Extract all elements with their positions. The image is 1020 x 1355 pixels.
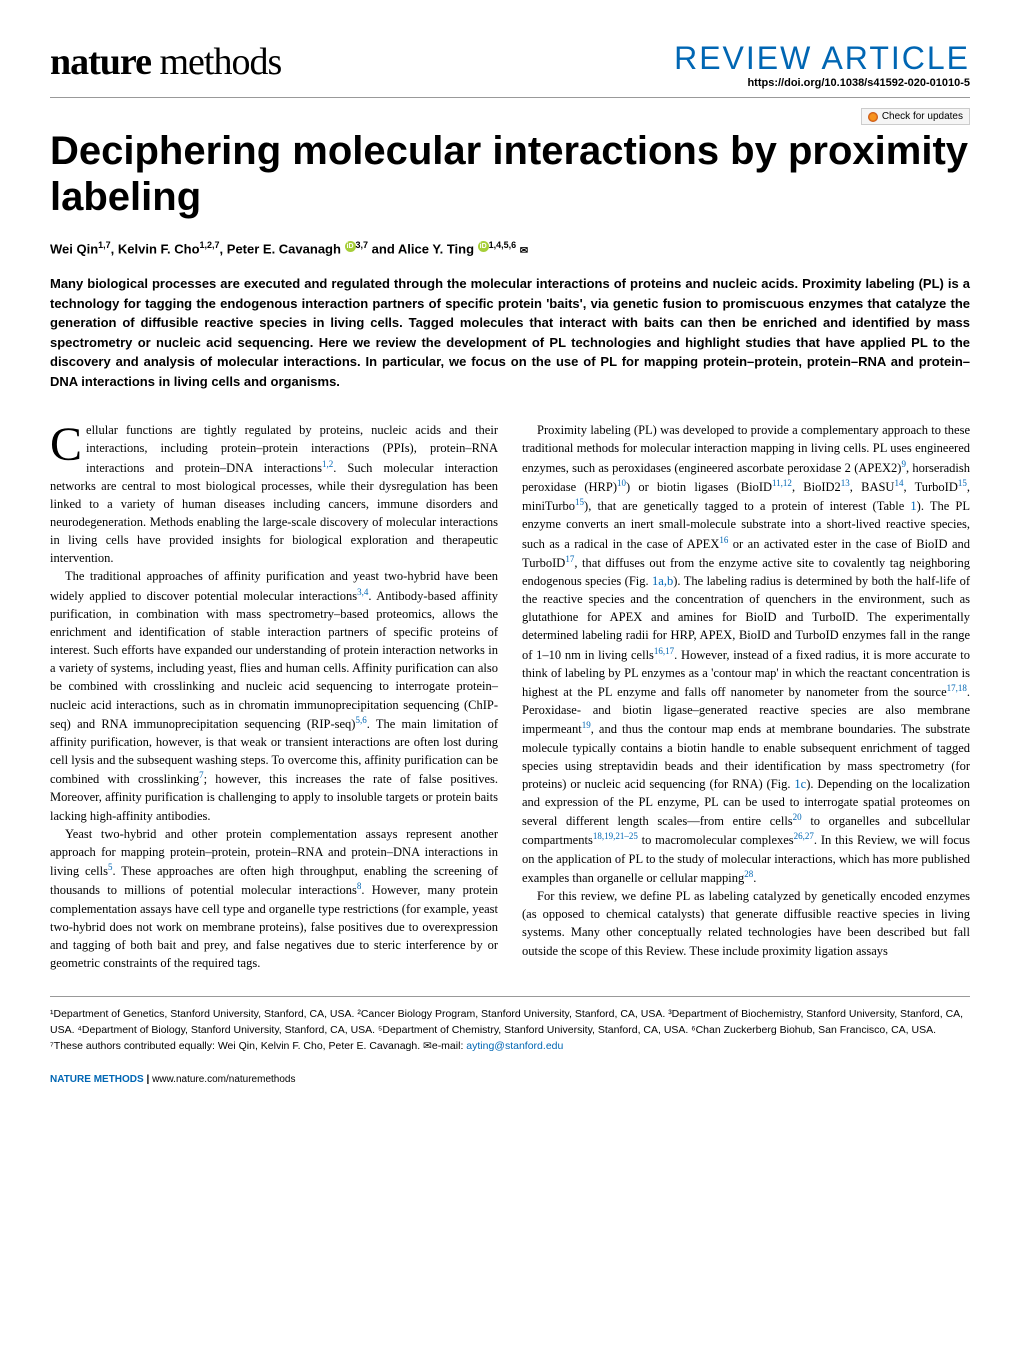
ref-15b[interactable]: 15 [575,497,584,507]
p4h: ), that are genetically tagged to a prot… [584,499,910,513]
header-divider [50,97,970,98]
ref-16-17[interactable]: 16,17 [654,646,674,656]
ref-13[interactable]: 13 [841,478,850,488]
paragraph-2: The traditional approaches of affinity p… [50,567,498,824]
affiliations: ¹Department of Genetics, Stanford Univer… [50,996,970,1054]
corresponding-email[interactable]: ayting@stanford.edu [466,1040,563,1052]
paragraph-5: For this review, we define PL as labelin… [522,887,970,960]
page-header: nature methods REVIEW ARTICLE https://do… [50,40,970,89]
ref-16[interactable]: 16 [719,535,728,545]
p4t: . [753,871,756,885]
ref-19[interactable]: 19 [582,720,591,730]
ref-1-2[interactable]: 1,2 [322,459,333,469]
ref-20[interactable]: 20 [793,812,802,822]
footer-link[interactable]: www.nature.com/naturemethods [152,1074,295,1085]
ref-3-4[interactable]: 3,4 [357,587,368,597]
article-title: Deciphering molecular interactions by pr… [50,128,970,220]
p4r: to macromolecular complexes [638,834,794,848]
article-type-block: REVIEW ARTICLE https://doi.org/10.1038/s… [674,40,970,89]
ref-17-18[interactable]: 17,18 [947,683,967,693]
paragraph-3: Yeast two-hybrid and other protein compl… [50,825,498,972]
ref-11-12[interactable]: 11,12 [772,478,792,488]
p1b: . Such molecular interaction networks ar… [50,461,498,566]
body-text: Cellular functions are tightly regulated… [50,421,970,972]
p4c: ) or biotin ligases (BioID [626,480,772,494]
ref-18-25[interactable]: 18,19,21–25 [593,831,638,841]
abstract: Many biological processes are executed a… [50,274,970,391]
fig-1c-ref[interactable]: 1c [794,777,806,791]
p4d: , BioID2 [792,480,841,494]
journal-name: nature methods [50,40,281,84]
author-list: Wei Qin1,7, Kelvin F. Cho1,2,7, Peter E.… [50,240,970,256]
ref-17[interactable]: 17 [565,554,574,564]
fig-1ab-ref[interactable]: 1a,b [652,574,673,588]
footer-brand: NATURE METHODS [50,1074,144,1085]
paragraph-1: Cellular functions are tightly regulated… [50,421,498,567]
ref-10[interactable]: 10 [617,478,626,488]
ref-26-27[interactable]: 26,27 [794,831,814,841]
ref-5-6[interactable]: 5,6 [355,715,366,725]
paragraph-4: Proximity labeling (PL) was developed to… [522,421,970,887]
ref-15a[interactable]: 15 [958,478,967,488]
p4f: , TurboID [903,480,957,494]
doi-link[interactable]: https://doi.org/10.1038/s41592-020-01010… [674,77,970,89]
journal-word-1: nature [50,41,151,83]
p4e: , BASU [850,480,895,494]
p2b: . Antibody-based affinity purification, … [50,589,498,731]
check-updates-badge[interactable]: Check for updates [861,108,970,125]
journal-word-2: methods [159,41,281,83]
article-type: REVIEW ARTICLE [674,40,970,77]
ref-28[interactable]: 28 [744,869,753,879]
page-footer: NATURE METHODS | www.nature.com/natureme… [50,1074,970,1085]
